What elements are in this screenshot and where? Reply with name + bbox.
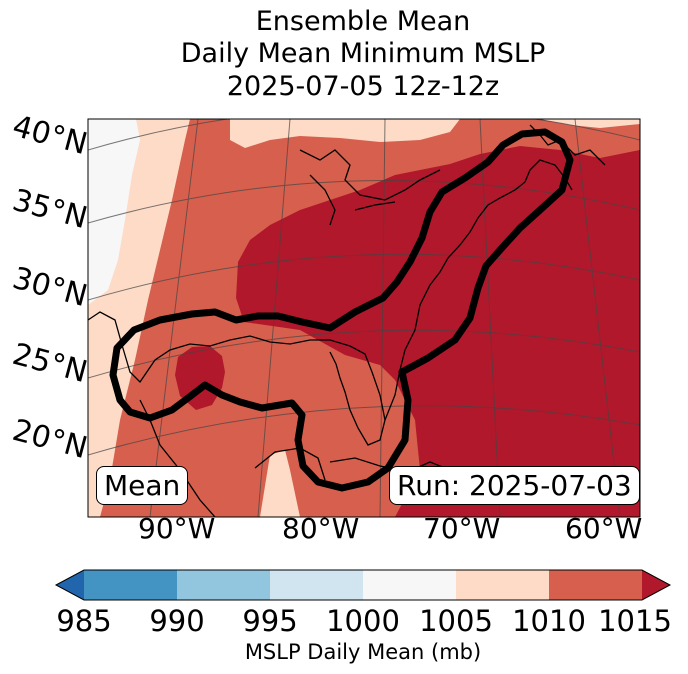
mean-label: Mean bbox=[96, 466, 189, 505]
colorbar-tick-1005: 1005 bbox=[419, 604, 493, 638]
colorbar-bin-1005-1010 bbox=[456, 570, 549, 600]
field-1005-1010-north bbox=[230, 119, 460, 148]
map-frame bbox=[87, 118, 641, 518]
colorbar-bin-1000-1005 bbox=[363, 570, 456, 600]
field-1005-1010-south bbox=[260, 450, 300, 517]
colorbar-tick-1010: 1010 bbox=[512, 604, 586, 638]
title-line-2: Daily Mean Minimum MSLP bbox=[180, 38, 546, 69]
colorbar-extend-low bbox=[56, 570, 84, 600]
lon-label-70w: 70°W bbox=[423, 512, 501, 545]
contour-1015 bbox=[109, 128, 574, 492]
graticule bbox=[88, 119, 640, 517]
field-1015-east bbox=[236, 146, 640, 517]
lon-label-90w: 90°W bbox=[138, 512, 216, 545]
colorbar-bin-985-990 bbox=[84, 570, 177, 600]
title-line-3: 2025-07-05 12z-12z bbox=[226, 71, 500, 102]
run-date-label: Run: 2025-07-03 bbox=[389, 466, 640, 505]
map-panel bbox=[88, 119, 640, 517]
field-1005-1010-northeast bbox=[540, 119, 640, 128]
colorbar-extend-high bbox=[642, 570, 670, 600]
colorbar bbox=[54, 569, 672, 601]
colorbar-label: MSLP Daily Mean (mb) bbox=[244, 640, 482, 664]
lon-label-80w: 80°W bbox=[282, 512, 360, 545]
colorbar-bin-1010-1015 bbox=[549, 570, 642, 600]
colorbar-tick-990: 990 bbox=[149, 604, 205, 638]
colorbar-tick-995: 995 bbox=[242, 604, 298, 638]
lon-label-60w: 60°W bbox=[565, 512, 643, 545]
colorbar-tick-1015: 1015 bbox=[598, 604, 672, 638]
field-1000-1005-west bbox=[88, 119, 140, 305]
colorbar-bin-990-995 bbox=[177, 570, 270, 600]
colorbar-tick-1000: 1000 bbox=[326, 604, 400, 638]
colorbar-tick-985: 985 bbox=[56, 604, 112, 638]
colorbar-bin-995-1000 bbox=[270, 570, 363, 600]
title-line-1: Ensemble Mean bbox=[255, 6, 471, 37]
colorbar-outline bbox=[54, 569, 672, 601]
